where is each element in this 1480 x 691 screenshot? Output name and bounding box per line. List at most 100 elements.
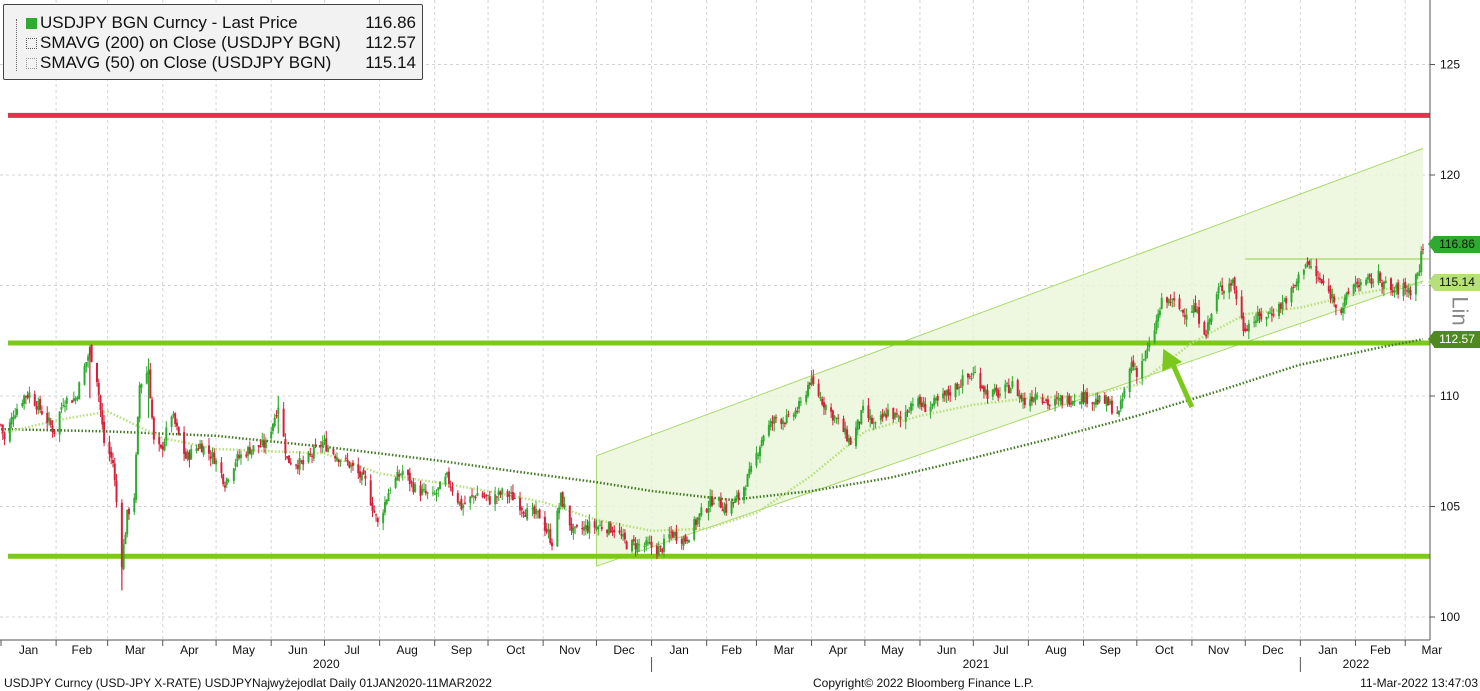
candle-body <box>1128 368 1131 393</box>
candle-body <box>686 539 689 541</box>
candle-body <box>1007 384 1010 394</box>
candle-body <box>908 411 911 413</box>
candle-body <box>1219 286 1222 288</box>
legend-tree-connector <box>16 19 23 71</box>
candle-body <box>1066 395 1069 404</box>
candle-body <box>1109 401 1112 404</box>
candle-body <box>408 472 411 484</box>
candle-body <box>289 462 292 465</box>
candle-body <box>744 488 747 490</box>
candle-body <box>1230 283 1233 286</box>
candle-body <box>1340 309 1343 313</box>
x-tick-label: Jun <box>288 643 307 657</box>
candle-body <box>1071 401 1074 405</box>
candle-body <box>1228 283 1231 293</box>
candle-body <box>488 496 491 505</box>
candle-body <box>1169 301 1172 303</box>
candle-body <box>1414 274 1417 295</box>
candle-body <box>568 505 571 526</box>
candle-body <box>35 406 38 410</box>
year-label: 2022 <box>1343 657 1370 671</box>
candle-body <box>1235 290 1238 300</box>
candle-body <box>1395 284 1398 289</box>
candle-body <box>645 540 648 546</box>
candle-body <box>1420 251 1423 273</box>
candle-body <box>1416 272 1419 276</box>
candle-body <box>1094 398 1097 405</box>
y-tick-label: 125 <box>1440 58 1460 72</box>
candle-body <box>817 383 820 397</box>
candle-body <box>1 424 4 434</box>
year-label: 2020 <box>313 657 340 671</box>
candle-body <box>1391 290 1394 293</box>
candle-body <box>39 399 42 410</box>
candle-body <box>1258 311 1261 317</box>
candle-body <box>1320 279 1323 284</box>
candle-body <box>83 366 86 385</box>
candle-body <box>319 445 322 447</box>
candle-body <box>1078 401 1081 404</box>
candle-body <box>719 498 722 508</box>
candle-body <box>135 454 138 500</box>
candle-body <box>426 492 429 494</box>
candle-body <box>300 460 303 462</box>
legend-swatch-sma50 <box>26 58 37 69</box>
candle-body <box>1295 281 1298 287</box>
candle-body <box>774 417 777 419</box>
x-tick-label: Dec <box>613 643 634 657</box>
candle-body <box>250 449 253 456</box>
x-tick-label: Sep <box>451 643 473 657</box>
candle-body <box>1390 278 1393 291</box>
candle-body <box>929 406 932 412</box>
candle-body <box>1302 269 1305 275</box>
candle-body <box>535 508 538 515</box>
candle-body <box>1004 384 1007 392</box>
candle-body <box>1107 397 1110 406</box>
candle-body <box>71 400 74 403</box>
candle-body <box>111 460 114 464</box>
candle-body <box>1046 399 1049 406</box>
candle-body <box>412 482 415 493</box>
candle-body <box>1022 398 1025 402</box>
candle-body <box>750 465 753 472</box>
candle-body <box>446 472 449 476</box>
candle-body <box>1342 307 1345 314</box>
candle-body <box>184 451 187 459</box>
candle-body <box>984 389 987 395</box>
candle-body <box>805 394 808 402</box>
candle-body <box>844 427 847 435</box>
candle-body <box>581 527 584 530</box>
candle-body <box>1397 282 1400 295</box>
candle-body <box>211 451 214 458</box>
candle-body <box>799 401 802 403</box>
candle-body <box>140 383 143 388</box>
footer-copyright: Copyright© 2022 Bloomberg Finance L.P. <box>813 676 1034 690</box>
candle-body <box>510 492 513 494</box>
candle-body <box>936 396 939 401</box>
candle-body <box>899 416 902 420</box>
candle-body <box>23 395 26 404</box>
candle-body <box>335 457 338 461</box>
candle-body <box>359 471 362 478</box>
candle-body <box>911 404 914 406</box>
candle-body <box>787 414 790 416</box>
candle-body <box>298 458 301 470</box>
candle-body <box>698 513 701 521</box>
candle-body <box>551 542 554 547</box>
candle-body <box>858 421 861 424</box>
candle-body <box>263 440 266 448</box>
candle-body <box>51 425 54 432</box>
candle-body <box>1359 282 1362 286</box>
candle-body <box>78 382 81 400</box>
candle-body <box>810 377 813 386</box>
candle-body <box>821 398 824 405</box>
candle-body <box>986 390 989 399</box>
candle-body <box>958 386 961 389</box>
candle-body <box>1418 271 1421 273</box>
candle-body <box>1180 310 1183 312</box>
candle-body <box>1011 381 1014 388</box>
candle-body <box>1402 283 1405 297</box>
candle-body <box>487 494 490 496</box>
x-tick-label: Dec <box>1262 643 1283 657</box>
candle-body <box>1036 395 1039 397</box>
